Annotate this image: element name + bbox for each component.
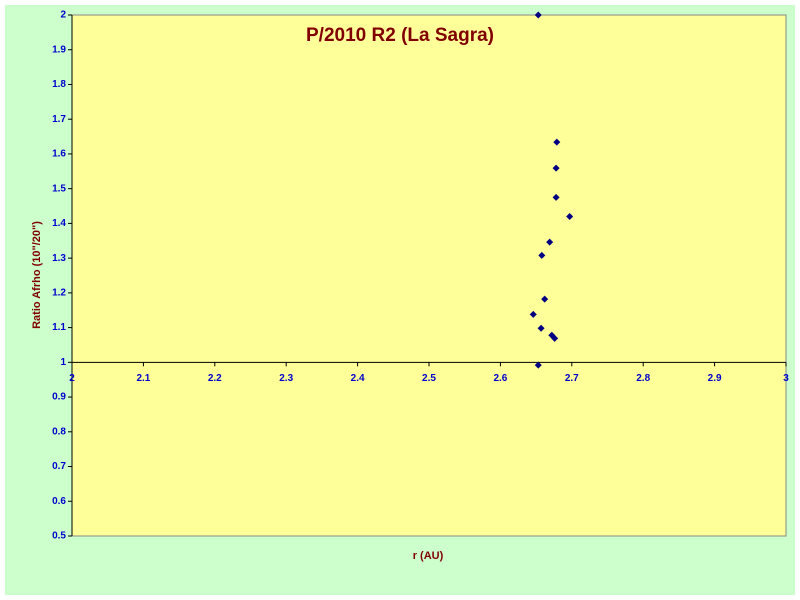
x-tick-label: 2.2 [208, 373, 222, 384]
x-tick-label: 2.3 [279, 373, 293, 384]
y-tick-label: 1.9 [52, 44, 66, 55]
data-point [546, 238, 554, 246]
x-tick-label: 2.5 [422, 373, 436, 384]
y-tick-label: 1.8 [52, 79, 66, 90]
y-tick-label: 0.8 [52, 426, 66, 437]
data-point [529, 310, 537, 318]
x-tick-label: 2.4 [351, 373, 365, 384]
x-tick-label: 2.9 [708, 373, 722, 384]
y-tick-label: 1.1 [52, 322, 66, 333]
x-tick-label: 2.6 [493, 373, 507, 384]
data-point [552, 193, 560, 201]
data-point [538, 251, 546, 259]
y-tick-label: 0.6 [52, 496, 66, 507]
x-tick-label: 2.8 [636, 373, 650, 384]
data-point [537, 324, 545, 332]
x-tick-label: 2.7 [565, 373, 579, 384]
y-tick-label: 1 [60, 357, 66, 368]
data-point [552, 164, 560, 172]
y-tick-label: 2 [60, 10, 66, 21]
y-tick-label: 1.4 [52, 218, 66, 229]
y-axis-label: Ratio Afrho (10"/20") [31, 221, 43, 329]
y-tick-label: 1.5 [52, 183, 66, 194]
y-tick-label: 1.6 [52, 149, 66, 160]
data-point [566, 212, 574, 220]
chart-title: P/2010 R2 (La Sagra) [306, 25, 494, 46]
y-tick-label: 0.9 [52, 392, 66, 403]
y-tick-label: 1.3 [52, 253, 66, 264]
data-point [541, 295, 549, 303]
x-tick-label: 2 [69, 373, 75, 384]
y-tick-label: 1.2 [52, 288, 66, 299]
y-tick-label: 1.7 [52, 114, 66, 125]
plot-area [71, 14, 787, 537]
data-point [551, 334, 559, 342]
data-point [534, 361, 542, 369]
y-tick-label: 0.7 [52, 461, 66, 472]
data-point [534, 11, 542, 19]
x-axis-label: r (AU) [413, 550, 444, 562]
data-point [553, 138, 561, 146]
x-tick-label: 3 [783, 373, 789, 384]
y-tick-label: 0.5 [52, 531, 66, 542]
x-tick-label: 2.1 [136, 373, 150, 384]
